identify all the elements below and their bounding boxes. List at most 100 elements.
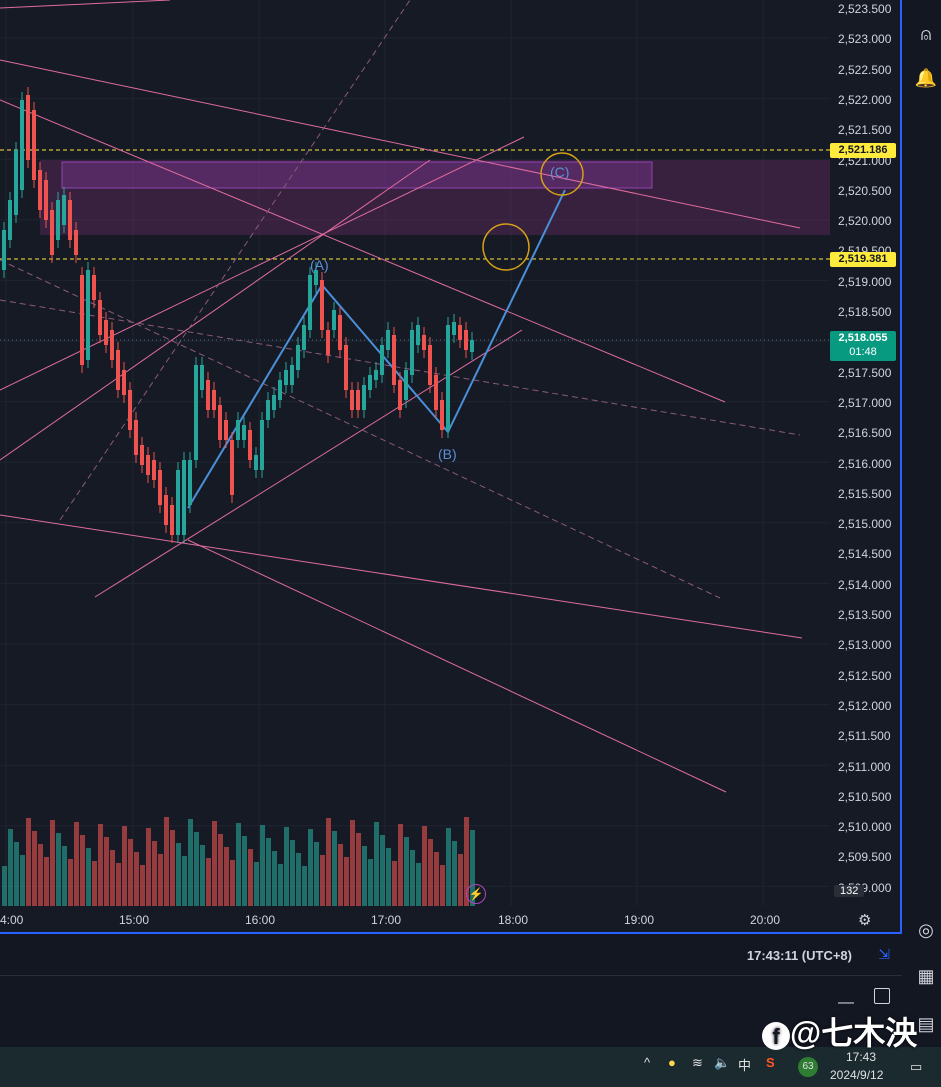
- volume-bar: [458, 854, 463, 906]
- candle: [416, 325, 420, 345]
- trend-line: [0, 99, 726, 403]
- price-tick: 2,514.000: [838, 577, 892, 592]
- chart-frame[interactable]: [0, 0, 902, 934]
- ime-indicator[interactable]: 中: [738, 1058, 752, 1073]
- candle: [440, 400, 444, 430]
- candle: [362, 385, 366, 410]
- wifi-icon[interactable]: ≋: [692, 1055, 703, 1070]
- maximize-icon[interactable]: [874, 988, 890, 1004]
- candle: [32, 110, 36, 180]
- price-tick: 2,514.500: [838, 547, 892, 562]
- price-tick: 2,520.500: [838, 183, 892, 198]
- volume-bar: [254, 862, 259, 906]
- calendar-icon[interactable]: ▦: [917, 966, 935, 986]
- volume-bar: [146, 828, 151, 906]
- candle: [20, 100, 24, 190]
- price-tick: 2,517.500: [838, 365, 892, 380]
- price-tick: 2,516.500: [838, 426, 892, 441]
- candle: [344, 345, 348, 390]
- volume-bar: [242, 836, 247, 906]
- candle: [200, 365, 204, 390]
- notification-icon[interactable]: ▭: [910, 1059, 923, 1074]
- chart-canvas[interactable]: [0, 0, 900, 932]
- volume-bar: [344, 857, 349, 906]
- candle: [116, 350, 120, 390]
- trend-line: [187, 539, 727, 793]
- watermark: f @七木泱: [762, 1008, 917, 1054]
- dashed-trend: [59, 0, 411, 521]
- candle: [218, 405, 222, 440]
- volume-bar: [296, 853, 301, 906]
- candle: [236, 420, 240, 440]
- price-tick: 2,516.000: [838, 456, 892, 471]
- supply-zone: [40, 160, 830, 235]
- volume-bar: [2, 866, 7, 906]
- volume-badge: 132: [834, 885, 865, 897]
- volume-bar: [44, 857, 49, 906]
- candle: [446, 325, 450, 430]
- candle: [98, 300, 102, 335]
- volume-bar: [278, 864, 283, 906]
- volume-bar: [410, 850, 415, 906]
- candle: [164, 495, 168, 525]
- volume-bar: [224, 847, 229, 906]
- volume-bar: [122, 826, 127, 906]
- candle: [350, 390, 354, 410]
- chat-icon[interactable]: ▤: [917, 1014, 935, 1034]
- candle: [14, 150, 18, 215]
- candle: [74, 230, 78, 255]
- candle: [38, 170, 42, 210]
- compare-icon[interactable]: ⇲: [878, 946, 890, 962]
- volume-bar: [374, 822, 379, 906]
- taskbar-date[interactable]: 2024/9/12: [830, 1068, 884, 1082]
- volume-bar: [440, 865, 445, 906]
- volume-bar: [332, 831, 337, 906]
- candle: [266, 400, 270, 420]
- candle: [146, 455, 150, 475]
- candle: [302, 325, 306, 350]
- minimize-icon[interactable]: —: [838, 994, 854, 1011]
- lightning-icon[interactable]: ⚡: [466, 884, 486, 904]
- taskbar-time[interactable]: 17:43: [846, 1050, 877, 1064]
- price-tick: 2,510.000: [838, 820, 892, 835]
- app-icon-green[interactable]: ●: [668, 1055, 676, 1070]
- volume-bar: [212, 821, 217, 906]
- badge-icon[interactable]: 63: [798, 1057, 818, 1077]
- target-icon[interactable]: ◎: [918, 920, 934, 940]
- volume-bar: [470, 830, 475, 906]
- candle: [62, 195, 66, 225]
- time-tick: 4:00: [0, 913, 24, 927]
- price-tick: 2,521.500: [838, 123, 892, 138]
- price-tick: 2,512.000: [838, 698, 892, 713]
- volume-bar: [158, 854, 163, 906]
- volume-bar: [194, 832, 199, 906]
- price-tick: 2,509.500: [838, 850, 892, 865]
- volume-bar: [80, 835, 85, 906]
- candle: [86, 270, 90, 360]
- s-app-icon[interactable]: S: [766, 1055, 775, 1070]
- volume-bar: [74, 822, 79, 906]
- chart-clock[interactable]: 17:43:11 (UTC+8): [746, 948, 852, 963]
- price-tick: 2,522.000: [838, 92, 892, 107]
- volume-bar: [38, 844, 43, 906]
- wave-label-c: (C): [550, 164, 570, 180]
- speaker-icon[interactable]: 🔈: [714, 1055, 731, 1070]
- bell-icon[interactable]: 🔔: [914, 68, 938, 88]
- settings-icon[interactable]: ⚙: [858, 912, 872, 929]
- wave-label-b: (B): [438, 446, 457, 462]
- dashed-trend: [0, 259, 721, 599]
- volume-bar: [128, 839, 133, 906]
- volume-bar: [230, 860, 235, 906]
- volume-bar: [134, 852, 139, 906]
- candle: [242, 425, 246, 440]
- chevron-up-icon[interactable]: ^: [644, 1055, 651, 1070]
- price-tick: 2,511.000: [838, 759, 891, 774]
- volume-bar: [218, 834, 223, 906]
- status-bar: 17:43:11 (UTC+8) ⇲: [0, 937, 902, 975]
- candle: [272, 395, 276, 410]
- alert-signal-icon[interactable]: ⍝: [920, 24, 932, 44]
- volume-bar: [314, 842, 319, 906]
- volume-bar: [20, 855, 25, 906]
- wave-path: [187, 189, 566, 509]
- candle: [188, 460, 192, 505]
